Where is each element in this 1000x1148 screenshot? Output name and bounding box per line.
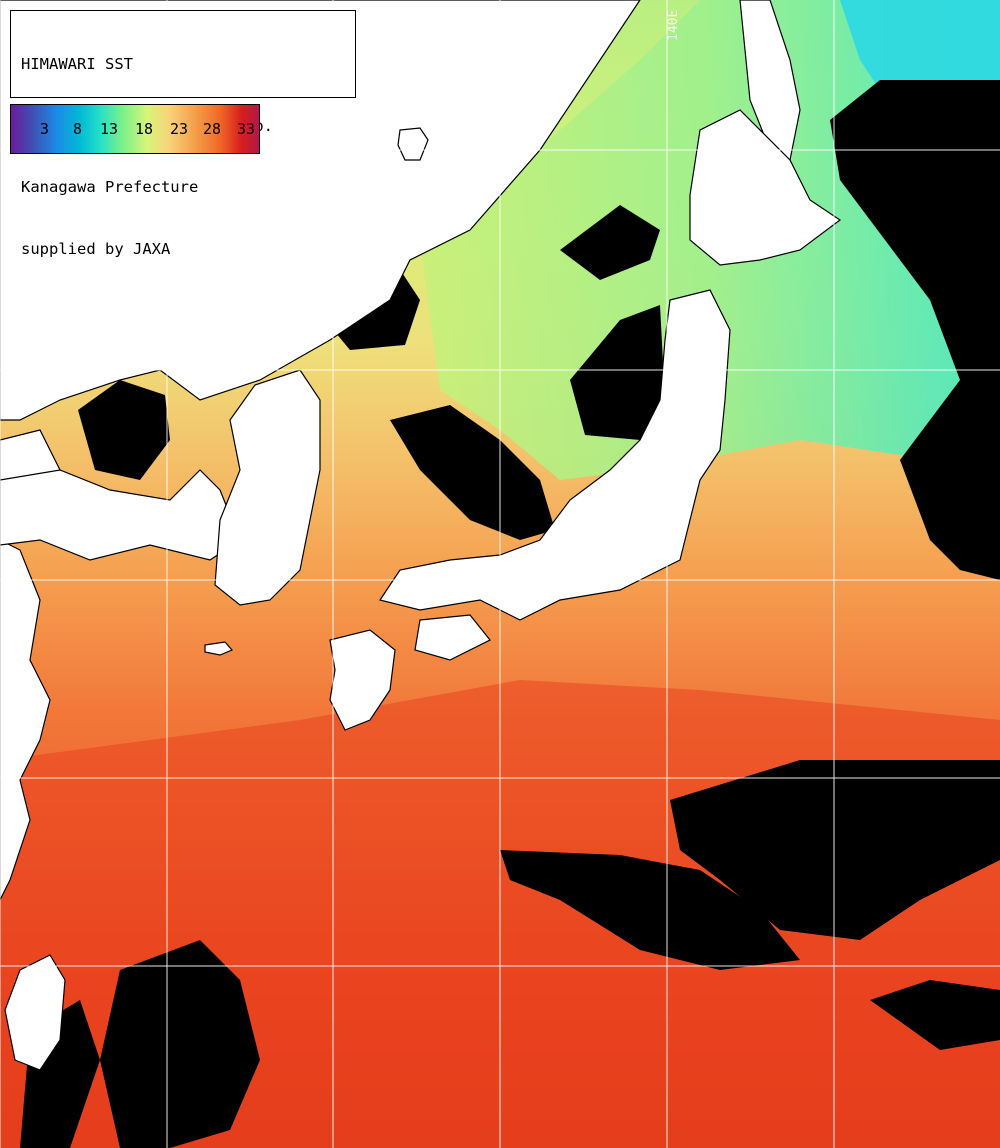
info-box: HIMAWARI SST 2025/06/28 17(UTC) 3H Comp.… [10, 10, 356, 258]
legend-tick: 23 [170, 120, 189, 138]
cloud-sea-japan-mid [390, 405, 555, 540]
land-sakhalin [739, 0, 801, 161]
land-shikoku [414, 614, 491, 661]
land-taiwan [4, 954, 66, 1071]
color-legend: 3 8 13 18 23 28 33 [10, 104, 260, 154]
legend-tick: 13 [100, 120, 119, 138]
cloud-hokkaido-east [830, 80, 1000, 580]
land-ulleung [397, 127, 429, 161]
land-china-east-coast [0, 539, 51, 901]
cloud-tohoku-west [570, 305, 665, 440]
land-hokkaido [689, 109, 842, 266]
cloud-far-southeast [870, 980, 1000, 1050]
meridian-label: 140E [666, 9, 681, 41]
cloud-noto [560, 205, 660, 280]
cloud-yellow-sea-west [78, 380, 170, 480]
legend-tick: 8 [73, 120, 83, 138]
cloud-philippine-sea-west [100, 940, 260, 1148]
legend-tick: 18 [135, 120, 154, 138]
cloud-pacific-east [670, 760, 1000, 940]
land-jeju [204, 641, 234, 656]
land-honshu [379, 289, 731, 621]
land-korea [214, 369, 321, 606]
cloud-pacific-band [500, 850, 800, 970]
legend-tick: 33 [237, 120, 256, 138]
map-title: HIMAWARI SST [21, 55, 133, 73]
map-credit: supplied by JAXA [21, 239, 171, 258]
legend-tick: 28 [203, 120, 222, 138]
legend-tick: 3 [40, 120, 50, 138]
map-region: Kanagawa Prefecture [21, 178, 199, 196]
